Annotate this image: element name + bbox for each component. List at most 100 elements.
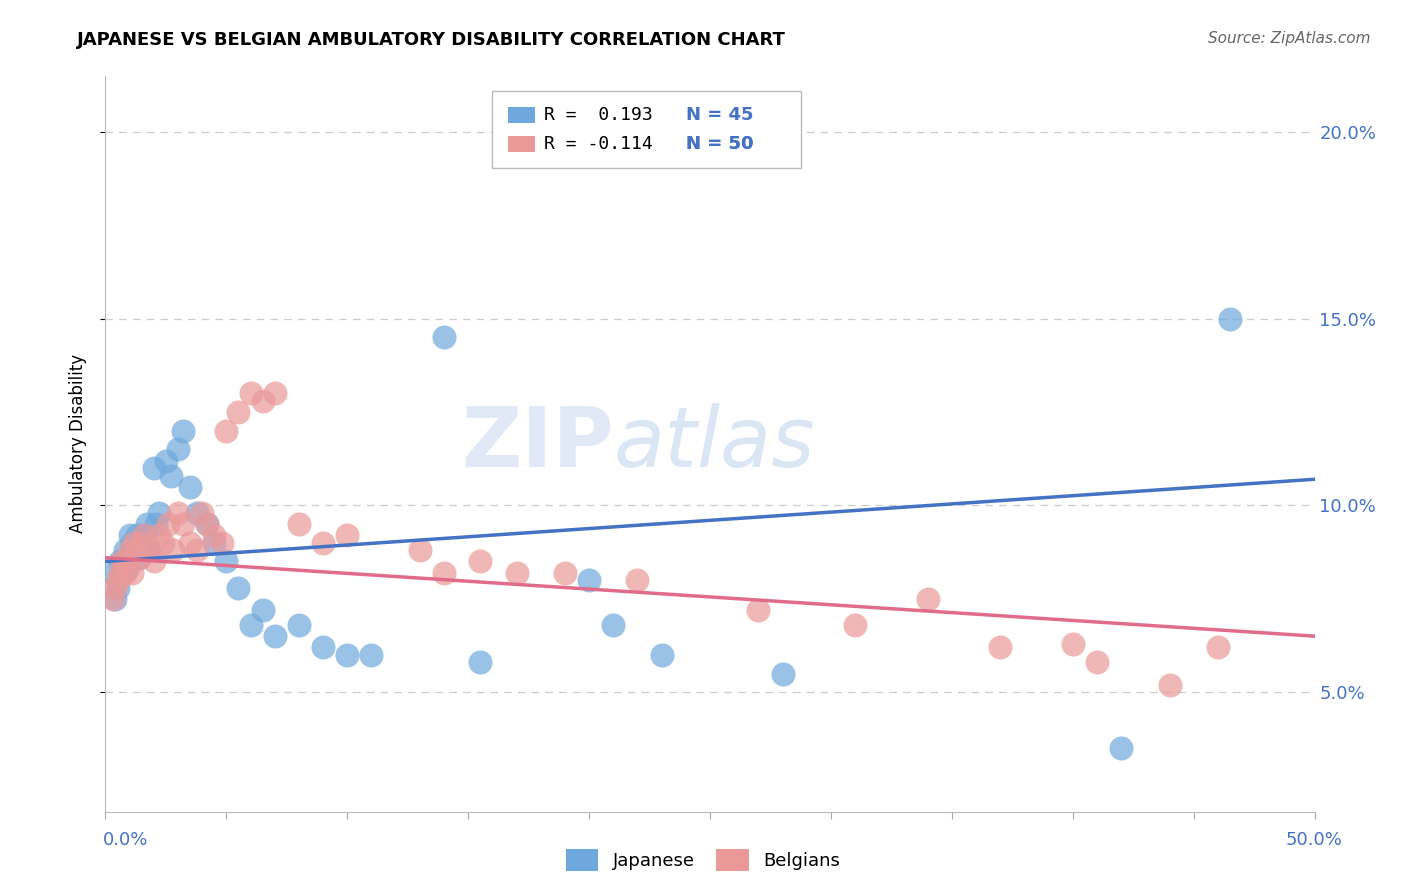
Point <box>336 528 359 542</box>
Point <box>152 535 174 549</box>
Text: R = -0.114: R = -0.114 <box>544 136 654 153</box>
Point <box>115 562 138 576</box>
Point <box>433 330 456 344</box>
Point <box>121 566 143 580</box>
Point <box>101 566 124 580</box>
Point <box>118 547 141 561</box>
Point <box>134 528 156 542</box>
Point <box>433 566 456 580</box>
Point <box>336 648 359 662</box>
Point <box>470 554 492 568</box>
Point <box>263 629 285 643</box>
Point <box>239 386 262 401</box>
Point <box>115 554 138 568</box>
Point <box>125 543 148 558</box>
Point <box>179 535 201 549</box>
Point <box>104 581 127 595</box>
Point <box>626 573 648 587</box>
Text: N = 45: N = 45 <box>686 106 754 124</box>
Text: 50.0%: 50.0% <box>1286 831 1343 849</box>
Point <box>195 517 218 532</box>
Point <box>138 543 160 558</box>
Point <box>1062 637 1084 651</box>
Point <box>505 566 527 580</box>
Point <box>554 566 576 580</box>
Point <box>111 566 134 580</box>
Point <box>118 543 141 558</box>
Point <box>128 550 150 565</box>
Text: R =  0.193: R = 0.193 <box>544 106 654 124</box>
Point <box>312 640 335 655</box>
Point <box>917 591 939 606</box>
Text: ZIP: ZIP <box>461 403 613 484</box>
Point <box>162 543 184 558</box>
Point <box>360 648 382 662</box>
Point <box>128 550 150 565</box>
Point <box>157 517 180 532</box>
Point <box>228 405 250 419</box>
Point <box>211 535 233 549</box>
Point <box>142 461 165 475</box>
Y-axis label: Ambulatory Disability: Ambulatory Disability <box>69 354 87 533</box>
Text: 0.0%: 0.0% <box>103 831 148 849</box>
Point <box>191 506 214 520</box>
Point <box>578 573 600 587</box>
Point <box>263 386 285 401</box>
Point <box>167 506 190 520</box>
Point <box>179 480 201 494</box>
Point <box>124 543 146 558</box>
Point <box>114 566 136 580</box>
Point <box>772 666 794 681</box>
Point <box>312 535 335 549</box>
Point <box>148 506 170 520</box>
Point <box>288 618 311 632</box>
Point <box>1159 678 1181 692</box>
Point <box>121 535 143 549</box>
FancyBboxPatch shape <box>508 136 534 153</box>
Point <box>131 535 153 549</box>
Point <box>252 603 274 617</box>
Point <box>470 655 492 669</box>
Point <box>747 603 769 617</box>
Point <box>131 535 153 549</box>
Point <box>186 506 208 520</box>
Point <box>108 554 131 568</box>
Point <box>844 618 866 632</box>
Point <box>228 581 250 595</box>
Point <box>602 618 624 632</box>
Point <box>167 442 190 457</box>
Point <box>138 543 160 558</box>
Point <box>202 528 225 542</box>
Point <box>239 618 262 632</box>
Legend: Japanese, Belgians: Japanese, Belgians <box>558 842 848 879</box>
Point <box>202 535 225 549</box>
Point <box>114 543 136 558</box>
Point <box>135 517 157 532</box>
Point <box>651 648 673 662</box>
Text: N = 50: N = 50 <box>686 136 754 153</box>
Text: Source: ZipAtlas.com: Source: ZipAtlas.com <box>1208 31 1371 46</box>
Point <box>125 528 148 542</box>
Point <box>142 554 165 568</box>
Point <box>107 581 129 595</box>
Point <box>134 528 156 542</box>
Point <box>215 424 238 438</box>
Point <box>145 517 167 532</box>
Point <box>252 393 274 408</box>
FancyBboxPatch shape <box>508 107 534 123</box>
Point <box>111 554 134 568</box>
Point <box>1219 311 1241 326</box>
Point <box>1085 655 1108 669</box>
Text: atlas: atlas <box>613 403 815 484</box>
Point <box>288 517 311 532</box>
Point <box>172 517 194 532</box>
Text: JAPANESE VS BELGIAN AMBULATORY DISABILITY CORRELATION CHART: JAPANESE VS BELGIAN AMBULATORY DISABILIT… <box>77 31 786 49</box>
Point <box>124 535 146 549</box>
Point <box>195 517 218 532</box>
Point <box>118 528 141 542</box>
Point <box>148 528 170 542</box>
FancyBboxPatch shape <box>492 90 801 168</box>
Point <box>104 591 127 606</box>
Point <box>101 591 124 606</box>
Point <box>215 554 238 568</box>
